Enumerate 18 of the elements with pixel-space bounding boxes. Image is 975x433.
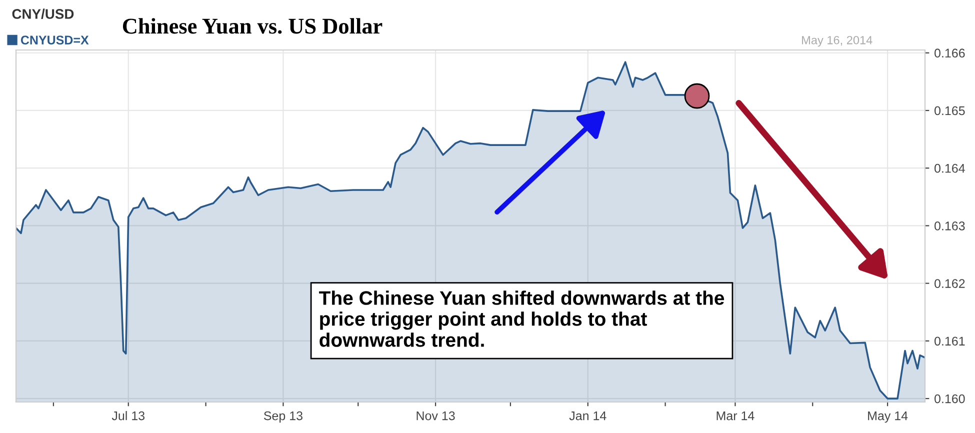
x-tick-label: Jul 13 <box>112 411 145 420</box>
chart-title: Chinese Yuan vs. US Dollar <box>122 18 382 34</box>
legend-label: CNYUSD=X <box>20 36 89 44</box>
annotation: The Chinese Yuan shifted downwards at the price trigger point and holds to that downwards trend. <box>319 290 724 347</box>
x-tick-label: Jan 14 <box>569 411 606 420</box>
y-tick-label: 0.163 <box>934 222 965 230</box>
y-tick-label: 0.164 <box>934 164 965 173</box>
text: May 16, 2014 <box>802 36 872 47</box>
y-tick-label: 0.160 <box>934 394 965 404</box>
x-tick-label: Sep 13 <box>264 411 302 423</box>
y-tick-label: 0.166 <box>934 48 965 58</box>
x-tick-label: Nov 13 <box>416 411 455 420</box>
x-tick-label: May 14 <box>868 411 908 423</box>
text: CNY/USD <box>12 8 74 20</box>
y-tick-label: 0.162 <box>934 279 965 288</box>
y-tick-label: 0.161 <box>934 336 965 346</box>
x-tick-label: Mar 14 <box>716 411 754 420</box>
y-tick-label: 0.165 <box>934 106 965 116</box>
